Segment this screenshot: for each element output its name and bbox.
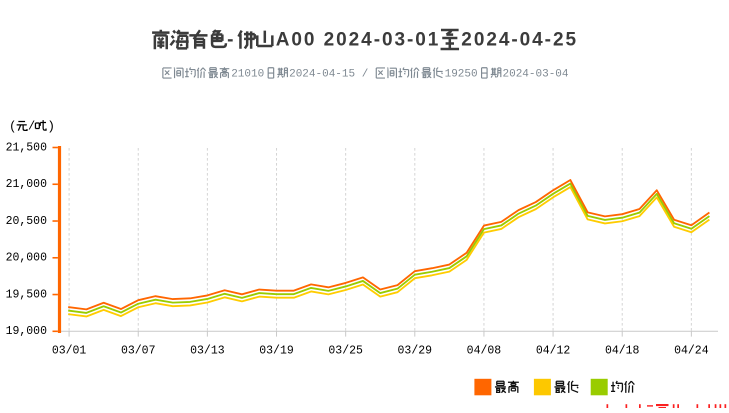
svg-text:2024-04-25: 2024-04-25: [461, 29, 578, 50]
svg-text:(: (: [9, 120, 17, 134]
svg-text:03/07: 03/07: [121, 344, 156, 357]
svg-text:21010: 21010: [231, 69, 264, 81]
svg-text:21,000: 21,000: [6, 178, 48, 191]
svg-text:03/25: 03/25: [328, 344, 363, 357]
svg-text:-: -: [227, 29, 233, 50]
svg-text:2024-03-04: 2024-03-04: [503, 69, 569, 81]
svg-text:03/01: 03/01: [52, 344, 87, 357]
svg-text:2024-04-15 /: 2024-04-15 /: [289, 69, 368, 81]
svg-text:A00 2024-03-01: A00 2024-03-01: [276, 29, 441, 50]
svg-text:03/13: 03/13: [190, 344, 225, 357]
svg-text:20,000: 20,000: [6, 252, 48, 265]
svg-text:): ): [47, 119, 55, 134]
svg-text:19,000: 19,000: [6, 325, 48, 338]
svg-text:04/12: 04/12: [536, 344, 571, 357]
svg-text:/: /: [28, 120, 35, 134]
svg-text:20,500: 20,500: [6, 215, 48, 228]
svg-text:19,500: 19,500: [6, 288, 48, 301]
svg-text:19250: 19250: [445, 69, 478, 81]
svg-text:21,500: 21,500: [6, 141, 48, 154]
svg-text:03/19: 03/19: [259, 344, 294, 357]
svg-text:04/08: 04/08: [467, 344, 502, 357]
svg-text:03/29: 03/29: [398, 344, 433, 357]
svg-text:04/18: 04/18: [605, 344, 640, 357]
svg-text:04/24: 04/24: [674, 344, 709, 357]
